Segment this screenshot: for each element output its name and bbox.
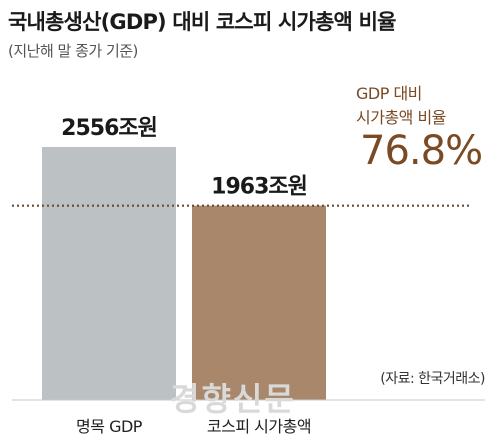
value-label-gdp: 2556조원 [61,116,157,141]
category-label-kospi: 코스피 시가총액 [207,417,311,436]
chart-subtitle: (지난해 말 종가 기준) [8,42,138,60]
ratio-label-line1: GDP 대비 [356,84,422,103]
bar-gdp [42,147,176,400]
ratio-value: 76.8% [360,128,483,174]
ratio-label-line2: 시가총액 비율 [356,108,446,127]
value-label-kospi: 1963조원 [211,175,307,200]
chart-title: 국내총생산(GDP) 대비 코스피 시가총액 비율 [8,10,396,34]
category-label-gdp: 명목 GDP [76,417,143,436]
watermark-logo: 경향신문 [170,380,296,418]
bar-kospi [192,205,326,400]
source-note: (자료: 한국거래소) [380,371,485,387]
